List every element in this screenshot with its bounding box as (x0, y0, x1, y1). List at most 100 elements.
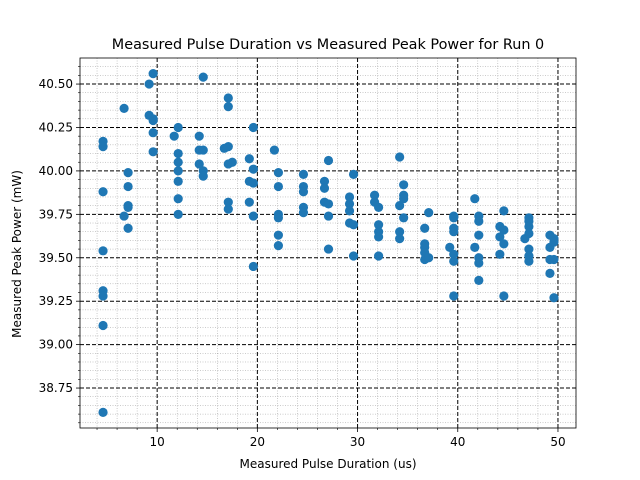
data-point (248, 178, 258, 188)
data-point (499, 291, 509, 301)
data-points (98, 69, 559, 417)
data-point (223, 93, 233, 103)
data-point (474, 275, 484, 285)
data-point (148, 147, 158, 157)
data-point (248, 261, 258, 272)
data-point (98, 141, 108, 152)
data-point (273, 230, 283, 240)
data-point (524, 228, 534, 239)
data-point (119, 103, 129, 113)
data-point (123, 181, 133, 192)
data-point (169, 131, 179, 141)
data-point (144, 79, 154, 89)
data-point (223, 141, 233, 152)
data-point (98, 246, 108, 256)
data-point (223, 197, 233, 207)
data-point (524, 244, 534, 254)
data-point (399, 194, 409, 204)
data-point (323, 244, 334, 254)
x-axis-label: Measured Pulse Duration (us) (240, 457, 417, 471)
data-point (323, 155, 334, 166)
data-point (319, 176, 330, 186)
data-point (495, 232, 505, 242)
data-point (273, 168, 283, 178)
data-point (173, 166, 183, 176)
data-point (348, 251, 359, 261)
data-point (449, 256, 459, 266)
data-point (248, 164, 258, 174)
data-point (98, 407, 108, 417)
data-point (223, 204, 233, 214)
data-point (374, 251, 384, 261)
data-point (273, 181, 283, 192)
data-point (173, 194, 183, 204)
y-tick-label: 39.00 (39, 338, 73, 352)
data-point (449, 249, 459, 259)
data-point (499, 206, 509, 216)
data-point (474, 258, 484, 268)
data-point (474, 216, 484, 226)
x-tick-label: 50 (550, 435, 565, 449)
data-point (173, 176, 183, 186)
data-point (374, 202, 384, 212)
data-point (173, 209, 183, 219)
data-point (524, 256, 534, 266)
chart-title: Measured Pulse Duration vs Measured Peak… (112, 37, 544, 53)
data-point (173, 122, 183, 133)
data-point (549, 237, 559, 247)
data-point (298, 208, 309, 218)
data-point (198, 72, 208, 82)
y-axis-label: Measured Peak Power (mW) (10, 170, 24, 338)
data-point (344, 199, 355, 209)
data-point (420, 223, 430, 233)
data-point (549, 293, 559, 303)
data-point (323, 211, 334, 221)
data-point (248, 122, 258, 133)
data-point (374, 232, 384, 242)
data-point (545, 268, 555, 278)
data-point (269, 145, 279, 155)
data-point (244, 197, 254, 207)
y-tick-label: 39.50 (39, 251, 73, 265)
x-tick-label: 20 (250, 435, 265, 449)
plot-frame (79, 57, 577, 429)
y-tick-label: 39.25 (39, 294, 73, 308)
data-point (424, 253, 434, 263)
data-point (248, 211, 258, 221)
data-point (98, 291, 108, 301)
data-point (470, 194, 480, 204)
data-point (123, 168, 133, 178)
data-point (499, 239, 509, 249)
data-point (298, 169, 309, 179)
data-point (148, 115, 158, 126)
x-tick-label: 10 (150, 435, 165, 449)
data-point (344, 192, 355, 202)
data-point (173, 148, 183, 159)
x-tick-label: 30 (350, 435, 365, 449)
data-point (445, 242, 455, 252)
data-point (223, 102, 233, 112)
y-tick-label: 40.25 (39, 120, 73, 134)
data-point (549, 254, 559, 265)
data-point (424, 208, 434, 218)
data-point (348, 220, 359, 230)
data-point (198, 145, 208, 155)
data-point (449, 227, 459, 237)
data-point (244, 154, 254, 164)
data-point (123, 223, 133, 233)
data-point (399, 213, 409, 223)
data-point (227, 157, 237, 167)
y-tick-label: 39.75 (39, 207, 73, 221)
data-point (395, 227, 405, 237)
data-point (98, 320, 108, 331)
axis-ticks: 10 20 30 40 50 38.75 39.00 39.25 39.50 39.75 40.00… (39, 66, 566, 449)
data-point (123, 202, 133, 212)
y-tick-label: 38.75 (39, 381, 73, 395)
data-point (495, 249, 505, 259)
data-point (194, 131, 204, 141)
data-point (148, 69, 158, 79)
data-point (395, 152, 405, 162)
y-tick-label: 40.00 (39, 164, 73, 178)
